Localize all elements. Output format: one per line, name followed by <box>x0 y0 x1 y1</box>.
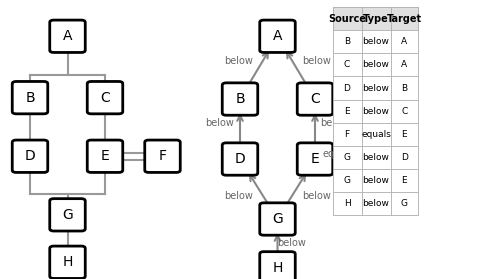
Bar <box>390 192 418 215</box>
Text: E: E <box>402 130 407 139</box>
FancyBboxPatch shape <box>370 143 405 175</box>
FancyBboxPatch shape <box>50 246 85 278</box>
Text: F: F <box>158 149 166 163</box>
FancyBboxPatch shape <box>260 20 295 52</box>
Text: A: A <box>401 60 407 69</box>
Text: D: D <box>401 153 407 162</box>
FancyBboxPatch shape <box>260 252 295 279</box>
Bar <box>332 7 362 30</box>
Text: B: B <box>25 91 35 105</box>
Text: below: below <box>362 153 390 162</box>
Text: below: below <box>362 107 390 116</box>
Bar <box>390 169 418 192</box>
Bar <box>332 53 362 76</box>
Text: H: H <box>344 199 350 208</box>
Text: D: D <box>344 83 350 93</box>
Text: G: G <box>344 176 350 185</box>
Bar <box>362 192 390 215</box>
Text: E: E <box>310 152 320 166</box>
Text: H: H <box>62 255 72 269</box>
Text: G: G <box>401 199 408 208</box>
Text: Target: Target <box>386 14 422 23</box>
Bar <box>390 7 418 30</box>
Text: Source: Source <box>328 14 366 23</box>
Text: below: below <box>362 37 390 46</box>
FancyBboxPatch shape <box>222 143 258 175</box>
Text: G: G <box>344 153 350 162</box>
Text: below: below <box>206 119 234 128</box>
Bar <box>362 53 390 76</box>
Text: A: A <box>63 29 72 43</box>
FancyBboxPatch shape <box>145 140 180 172</box>
Text: below: below <box>277 239 306 248</box>
Text: A: A <box>401 37 407 46</box>
Bar <box>332 30 362 53</box>
Bar <box>390 76 418 100</box>
Text: H: H <box>272 261 282 275</box>
Text: A: A <box>273 29 282 43</box>
Bar <box>332 169 362 192</box>
Bar <box>332 123 362 146</box>
Text: below: below <box>320 119 350 128</box>
Text: E: E <box>402 176 407 185</box>
Text: C: C <box>401 107 407 116</box>
Text: below: below <box>302 191 330 201</box>
Bar <box>362 100 390 123</box>
Text: C: C <box>344 60 350 69</box>
Text: Type: Type <box>363 14 389 23</box>
FancyBboxPatch shape <box>12 81 48 114</box>
Bar <box>362 76 390 100</box>
Text: D: D <box>234 152 246 166</box>
FancyBboxPatch shape <box>50 20 85 52</box>
Text: below: below <box>362 176 390 185</box>
Bar <box>390 30 418 53</box>
Text: E: E <box>344 107 350 116</box>
Bar <box>362 146 390 169</box>
Bar <box>362 123 390 146</box>
FancyBboxPatch shape <box>222 83 258 115</box>
Text: G: G <box>272 212 283 226</box>
Text: C: C <box>100 91 110 105</box>
FancyBboxPatch shape <box>297 143 333 175</box>
Bar <box>332 192 362 215</box>
Text: C: C <box>310 92 320 106</box>
Bar <box>332 76 362 100</box>
FancyBboxPatch shape <box>297 83 333 115</box>
Text: B: B <box>235 92 245 106</box>
Text: below: below <box>362 60 390 69</box>
Text: B: B <box>344 37 350 46</box>
Text: below: below <box>302 56 330 66</box>
Text: equals: equals <box>322 149 355 159</box>
Bar <box>332 7 418 215</box>
Bar <box>332 146 362 169</box>
Bar <box>390 123 418 146</box>
Bar <box>390 53 418 76</box>
FancyBboxPatch shape <box>88 140 123 172</box>
FancyBboxPatch shape <box>12 140 48 172</box>
Text: equals: equals <box>361 130 391 139</box>
Bar <box>362 7 390 30</box>
Text: B: B <box>401 83 407 93</box>
Bar <box>362 169 390 192</box>
Bar <box>362 30 390 53</box>
Text: below: below <box>362 83 390 93</box>
Text: below: below <box>362 199 390 208</box>
Text: F: F <box>344 130 350 139</box>
Text: G: G <box>62 208 73 222</box>
Text: F: F <box>384 152 392 166</box>
Text: below: below <box>224 56 253 66</box>
Text: E: E <box>100 149 110 163</box>
Bar <box>390 100 418 123</box>
FancyBboxPatch shape <box>260 203 295 235</box>
Text: below: below <box>224 191 253 201</box>
FancyBboxPatch shape <box>50 199 85 231</box>
FancyBboxPatch shape <box>88 81 123 114</box>
Bar <box>332 100 362 123</box>
Bar <box>390 146 418 169</box>
Text: D: D <box>24 149 36 163</box>
